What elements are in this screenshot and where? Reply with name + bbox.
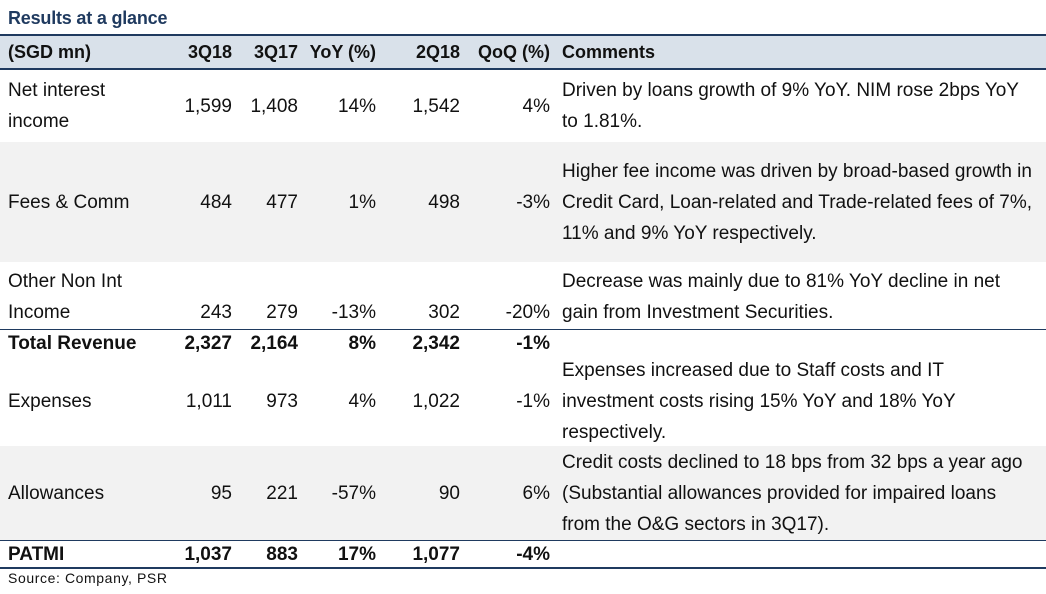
cell-yoy: 17%	[337, 543, 376, 565]
cell-2q18: 1,022	[412, 390, 460, 412]
header-3q17: 3Q17	[253, 41, 298, 62]
cell-3q17: 973	[266, 390, 298, 412]
cell-2q18: 1,542	[412, 95, 460, 117]
table-row-allowances: Allowances 95 221 -57% 90 6% Credit cost…	[0, 446, 1046, 540]
cell-3q18: 1,011	[185, 390, 232, 412]
cell-3q17: 2,164	[250, 332, 298, 354]
row-label: Allowances	[8, 482, 105, 504]
cell-3q17: 1,408	[250, 95, 298, 117]
cell-3q17: 221	[266, 482, 298, 504]
cell-3q18: 95	[210, 482, 232, 504]
title-rule	[0, 34, 1046, 36]
row-label: Total Revenue	[8, 332, 137, 354]
header-2q18: 2Q18	[415, 41, 460, 62]
header-3q18: 3Q18	[187, 41, 232, 62]
cell-comment: Driven by loans growth of 9% YoY. NIM ro…	[562, 80, 1019, 132]
cell-qoq: 4%	[522, 95, 550, 117]
row-label: PATMI	[8, 543, 65, 565]
cell-yoy: 8%	[348, 332, 376, 354]
table-row-total-revenue: Total Revenue 2,327 2,164 8% 2,342 -1%	[0, 330, 1046, 356]
cell-qoq: -20%	[505, 302, 550, 323]
table-row-patmi: PATMI 1,037 883 17% 1,077 -4%	[0, 541, 1046, 567]
cell-yoy: 4%	[348, 390, 376, 412]
table-row-net-interest-income: Net interest income 1,599 1,408 14% 1,54…	[0, 72, 1046, 140]
row-label: Other Non Int Income	[8, 271, 123, 323]
cell-3q18: 2,327	[184, 332, 232, 354]
cell-comment: Expenses increased due to Staff costs an…	[562, 359, 956, 443]
cell-yoy: 1%	[348, 191, 376, 213]
source-note: Source: Company, PSR	[8, 570, 168, 586]
cell-yoy: 14%	[337, 95, 376, 117]
row-label: Expenses	[8, 390, 92, 412]
cell-comment: Decrease was mainly due to 81% YoY decli…	[562, 271, 1000, 323]
cell-3q17: 477	[266, 191, 298, 213]
cell-comment: Credit costs declined to 18 bps from 32 …	[562, 451, 1023, 535]
cell-yoy: -57%	[331, 482, 376, 504]
cell-3q18: 243	[200, 302, 232, 323]
header-comments: Comments	[562, 41, 656, 62]
cell-2q18: 498	[428, 191, 460, 213]
cell-qoq: -1%	[516, 332, 550, 354]
cell-qoq: -4%	[516, 543, 550, 565]
header-qoq: QoQ (%)	[478, 41, 550, 62]
cell-qoq: -3%	[516, 191, 550, 213]
cell-comment: Higher fee income was driven by broad-ba…	[562, 160, 1032, 244]
row-label: Net interest income	[8, 80, 106, 132]
cell-2q18: 2,342	[412, 332, 460, 354]
table-row-fees-comm: Fees & Comm 484 477 1% 498 -3% Higher fe…	[0, 142, 1046, 262]
cell-comment	[562, 541, 1032, 567]
cell-3q17: 883	[266, 543, 298, 565]
cell-2q18: 302	[428, 302, 460, 323]
cell-qoq: -1%	[516, 390, 550, 412]
cell-3q17: 279	[266, 302, 298, 323]
header-yoy: YoY (%)	[309, 41, 376, 62]
table-bottom-rule	[0, 567, 1046, 569]
cell-2q18: 1,077	[412, 543, 460, 565]
table-row-other-non-int-income: Other Non Int Income 243 279 -13% 302 -2…	[0, 264, 1046, 330]
cell-comment	[562, 330, 1032, 356]
cell-3q18: 1,599	[184, 95, 232, 117]
cell-3q18: 484	[200, 191, 232, 213]
cell-yoy: -13%	[331, 302, 376, 323]
cell-qoq: 6%	[522, 482, 550, 504]
cell-3q18: 1,037	[184, 543, 232, 565]
table-header: (SGD mn) 3Q18 3Q17 YoY (%) 2Q18 QoQ (%) …	[0, 36, 1046, 70]
table-title: Results at a glance	[8, 8, 168, 28]
patmi-rule	[0, 540, 1046, 541]
cell-2q18: 90	[438, 482, 460, 504]
total-revenue-rule	[0, 329, 1046, 330]
row-label: Fees & Comm	[8, 191, 130, 213]
header-label: (SGD mn)	[8, 41, 91, 62]
table-row-expenses: Expenses 1,011 973 4% 1,022 -1% Expenses…	[0, 356, 1046, 446]
